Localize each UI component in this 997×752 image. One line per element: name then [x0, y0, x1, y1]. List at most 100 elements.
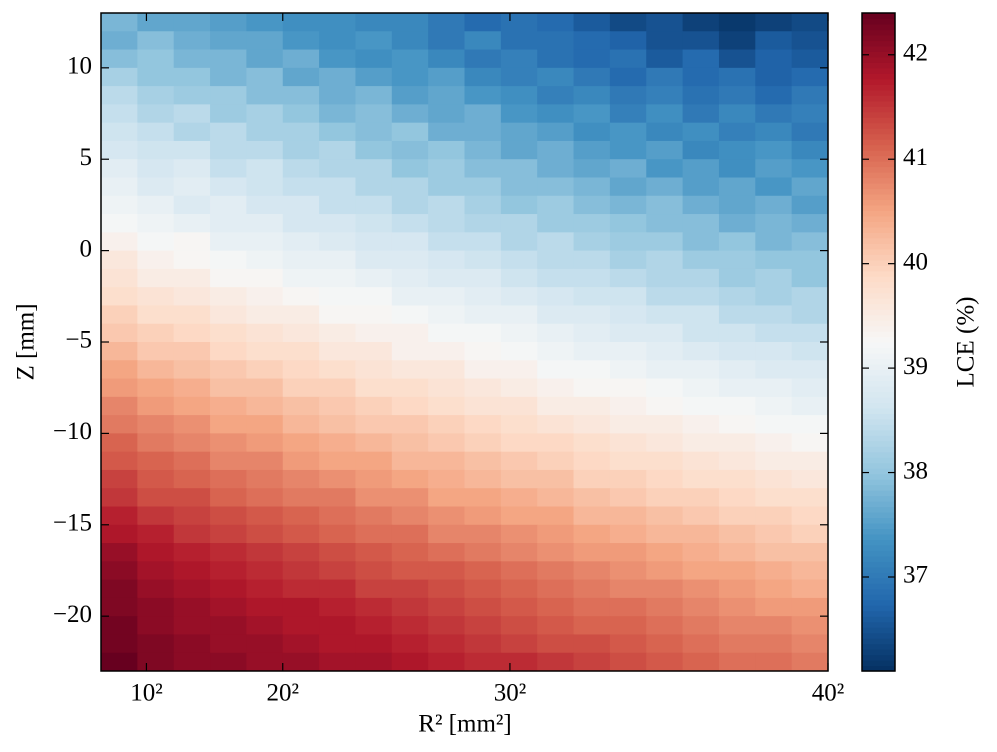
heatmap-cell — [101, 415, 138, 434]
heatmap-cell — [319, 86, 356, 105]
heatmap-cell — [791, 597, 829, 617]
heatmap-cell — [210, 268, 247, 288]
heatmap-cell — [609, 488, 647, 507]
heatmap-cell — [391, 469, 429, 489]
heatmap-cell — [500, 561, 538, 581]
heatmap-cell — [646, 86, 684, 105]
heatmap-cell — [464, 177, 502, 197]
heatmap-cell — [173, 469, 211, 489]
heatmap-cell — [282, 488, 320, 507]
heatmap-cell — [609, 342, 647, 361]
heatmap-cell — [682, 579, 720, 599]
heatmap-cell — [500, 177, 538, 197]
heatmap-cell — [137, 195, 175, 215]
heatmap-cell — [791, 634, 829, 654]
heatmap-cell — [500, 49, 538, 69]
heatmap-cell — [101, 232, 138, 252]
heatmap-cell — [137, 433, 175, 453]
x-tick-label: 40² — [812, 680, 845, 707]
heatmap-cell — [646, 195, 684, 215]
heatmap-cell — [609, 323, 647, 343]
heatmap-cell — [500, 543, 538, 562]
heatmap-cell — [609, 67, 647, 87]
heatmap-cell — [282, 250, 320, 270]
heatmap-cell — [246, 634, 284, 654]
heatmap-cell — [609, 31, 647, 51]
heatmap-cell — [428, 214, 465, 233]
heatmap-cell — [682, 451, 720, 471]
heatmap-cell — [137, 159, 175, 178]
heatmap-cell — [355, 31, 393, 51]
heatmap-cell — [573, 268, 611, 288]
heatmap-cell — [500, 214, 538, 233]
heatmap-cell — [791, 543, 829, 562]
heatmap-cell — [500, 86, 538, 105]
heatmap-cell — [755, 451, 793, 471]
heatmap-cell — [791, 122, 829, 142]
heatmap-cell — [755, 305, 793, 325]
heatmap-cell — [391, 159, 429, 178]
heatmap-cell — [210, 122, 247, 142]
heatmap-cell — [464, 634, 502, 654]
heatmap-cell — [319, 268, 356, 288]
heatmap-cell — [137, 13, 175, 32]
heatmap-cell — [755, 360, 793, 380]
heatmap-cell — [791, 469, 829, 489]
heatmap-cell — [319, 634, 356, 654]
heatmap-cell — [355, 488, 393, 507]
heatmap-cell — [428, 469, 465, 489]
heatmap-cell — [500, 616, 538, 635]
heatmap-cell — [355, 652, 393, 672]
heatmap-cell — [355, 122, 393, 142]
heatmap-cell — [428, 616, 465, 635]
heatmap-cell — [391, 323, 429, 343]
heatmap-cell — [137, 634, 175, 654]
heatmap-cell — [537, 86, 575, 105]
heatmap-cell — [464, 214, 502, 233]
heatmap-cell — [464, 86, 502, 105]
heatmap-cell — [101, 360, 138, 380]
heatmap-cell — [101, 342, 138, 361]
heatmap-cell — [391, 488, 429, 507]
heatmap-cell — [137, 469, 175, 489]
heatmap-cell — [319, 360, 356, 380]
heatmap-cell — [246, 104, 284, 124]
heatmap-cell — [246, 268, 284, 288]
heatmap-cell — [718, 49, 756, 69]
heatmap-cell — [355, 396, 393, 416]
heatmap-cell — [609, 305, 647, 325]
heatmap-cell — [101, 140, 138, 160]
heatmap-cell — [573, 104, 611, 124]
heatmap-cell — [755, 652, 793, 672]
heatmap-cell — [137, 597, 175, 617]
heatmap-cell — [464, 360, 502, 380]
heatmap-cell — [609, 214, 647, 233]
heatmap-cell — [682, 323, 720, 343]
heatmap-cell — [464, 287, 502, 306]
heatmap-cell — [573, 597, 611, 617]
heatmap-cell — [428, 524, 465, 544]
heatmap-cell — [428, 360, 465, 380]
heatmap-cell — [682, 469, 720, 489]
heatmap-cell — [573, 451, 611, 471]
heatmap-cell — [101, 287, 138, 306]
heatmap-cell — [319, 104, 356, 124]
heatmap-cell — [282, 524, 320, 544]
heatmap-cell — [537, 250, 575, 270]
x-tick-label: 20² — [267, 680, 300, 707]
heatmap-cell — [718, 287, 756, 306]
heatmap-cell — [428, 250, 465, 270]
y-tick-label: −5 — [65, 327, 92, 354]
heatmap-cell — [428, 415, 465, 434]
heatmap-cell — [791, 13, 829, 32]
heatmap-cell — [210, 396, 247, 416]
heatmap-cell — [682, 342, 720, 361]
heatmap-cell — [101, 122, 138, 142]
heatmap-cell — [355, 451, 393, 471]
colorbar-tick-label: 41 — [903, 144, 928, 171]
heatmap-cell — [537, 342, 575, 361]
heatmap-cell — [537, 214, 575, 233]
heatmap-cell — [609, 433, 647, 453]
heatmap-cell — [464, 342, 502, 361]
heatmap-cell — [791, 214, 829, 233]
